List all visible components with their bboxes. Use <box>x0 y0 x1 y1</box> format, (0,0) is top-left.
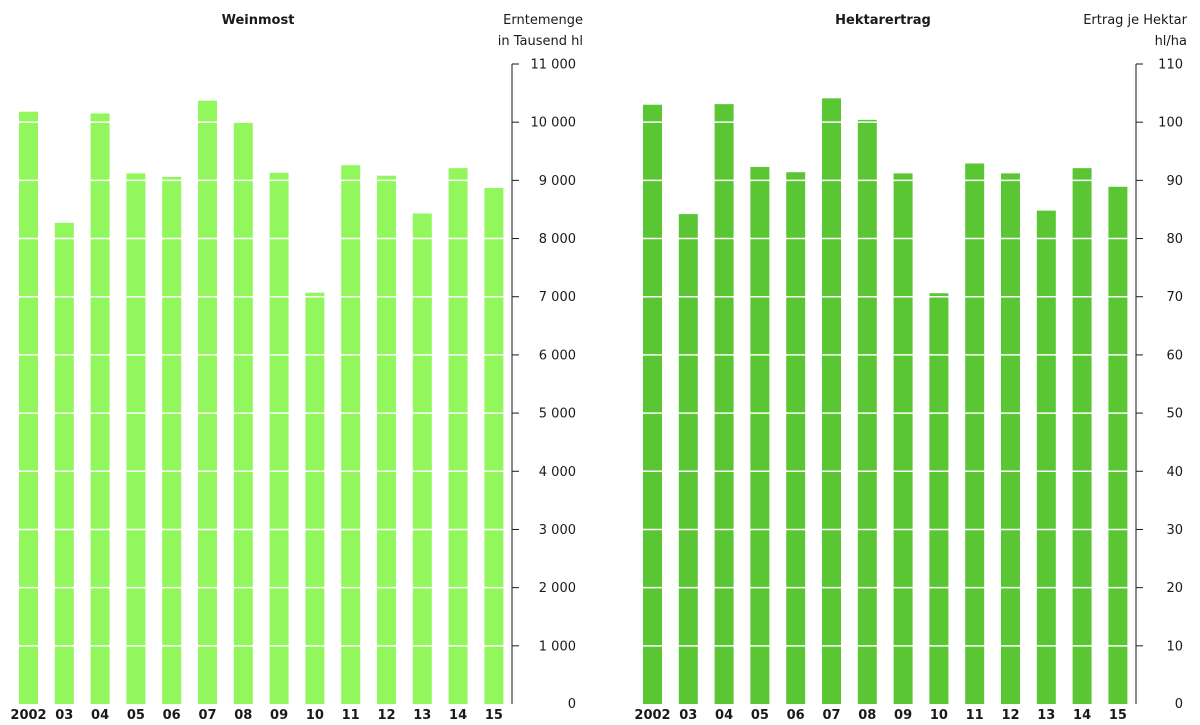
weinmost-x-label-14: 14 <box>449 708 467 723</box>
weinmost-x-label-2002: 2002 <box>10 708 46 723</box>
weinmost-x-label-15: 15 <box>485 708 503 723</box>
hektarertrag-x-label-15: 15 <box>1109 708 1127 723</box>
weinmost-x-label-08: 08 <box>234 708 252 723</box>
weinmost-x-label-09: 09 <box>270 708 288 723</box>
weinmost-bar-07 <box>198 100 217 705</box>
weinmost-y-tick-label: 3 000 <box>539 523 576 538</box>
hektarertrag-bar-07 <box>822 98 841 704</box>
hektarertrag-x-label-09: 09 <box>894 708 912 723</box>
hektarertrag-y-tick-label: 0 <box>1175 697 1183 712</box>
hektarertrag-bar-14 <box>1072 168 1092 705</box>
hektarertrag-bar-08 <box>857 119 877 704</box>
hektarertrag-x-label-07: 07 <box>822 708 840 723</box>
weinmost-x-label-13: 13 <box>413 708 431 723</box>
hektarertrag-y-tick-label: 110 <box>1158 58 1183 73</box>
weinmost-x-label-03: 03 <box>55 708 73 723</box>
hektarertrag-x-label-14: 14 <box>1073 708 1091 723</box>
weinmost-x-label-10: 10 <box>306 708 324 723</box>
weinmost-y-tick-label: 10 000 <box>531 116 577 131</box>
hektarertrag-x-label-06: 06 <box>787 708 805 723</box>
weinmost-bar-05 <box>126 173 146 704</box>
hektarertrag-unit-label: hl/ha <box>1155 34 1187 49</box>
hektarertrag-y-tick-label: 20 <box>1166 581 1183 596</box>
weinmost-y-tick-label: 8 000 <box>539 232 576 247</box>
weinmost-bar-15 <box>484 187 504 705</box>
weinmost-title: Weinmost <box>222 13 295 28</box>
hektarertrag-y-tick-label: 90 <box>1166 174 1183 189</box>
weinmost-y-tick-label: 6 000 <box>539 348 576 363</box>
weinmost-x-label-06: 06 <box>163 708 181 723</box>
weinmost-y-tick-label: 7 000 <box>539 290 576 305</box>
weinmost-x-label-11: 11 <box>342 708 360 723</box>
weinmost-y-tick-label: 11 000 <box>531 58 577 73</box>
weinmost-bar-12 <box>377 175 396 704</box>
hektarertrag-y-tick-label: 40 <box>1166 465 1183 480</box>
hektarertrag-x-label-04: 04 <box>715 708 733 723</box>
hektarertrag-x-label-05: 05 <box>751 708 769 723</box>
weinmost-y-tick-label: 2 000 <box>539 581 576 596</box>
weinmost-bar-03 <box>54 222 74 704</box>
hektarertrag-bar-03 <box>678 214 698 705</box>
hektarertrag-bar-10 <box>929 293 949 704</box>
weinmost-bar-2002 <box>19 111 38 704</box>
weinmost-y-tick-label: 5 000 <box>539 407 576 422</box>
weinmost-bar-04 <box>90 113 110 705</box>
weinmost-chart: Weinmost Erntemenge in Tausend hl 0 1 000 2 0… <box>10 13 583 723</box>
hektarertrag-bar-13 <box>1036 210 1056 705</box>
weinmost-bar-13 <box>412 213 432 704</box>
hektarertrag-bar-05 <box>750 166 770 704</box>
weinmost-unit-label: Erntemenge <box>503 13 583 28</box>
weinmost-bar-11 <box>341 165 361 705</box>
weinmost-y-tick-label: 0 <box>568 697 576 712</box>
hektarertrag-bar-15 <box>1108 186 1128 704</box>
hektarertrag-unit-label: Ertrag je Hektar <box>1083 13 1187 28</box>
weinmost-bar-10 <box>305 292 325 704</box>
hektarertrag-bar-06 <box>786 172 806 704</box>
weinmost-x-label-05: 05 <box>127 708 145 723</box>
weinmost-bar-09 <box>269 172 289 705</box>
weinmost-bar-06 <box>162 176 182 704</box>
hektarertrag-bar-2002 <box>643 104 662 704</box>
weinmost-y-tick-label: 9 000 <box>539 174 576 189</box>
hektarertrag-chart: Hektarertrag Ertrag je Hektar hl/ha 0 10 20 30… <box>634 13 1187 723</box>
weinmost-x-label-07: 07 <box>198 708 216 723</box>
hektarertrag-bar-04 <box>714 104 734 705</box>
hektarertrag-x-label-13: 13 <box>1037 708 1055 723</box>
hektarertrag-x-label-10: 10 <box>930 708 948 723</box>
hektarertrag-x-label-08: 08 <box>858 708 876 723</box>
hektarertrag-y-tick-label: 10 <box>1166 639 1183 654</box>
hektarertrag-y-tick-label: 70 <box>1166 290 1183 305</box>
hektarertrag-bar-09 <box>893 173 913 704</box>
hektarertrag-x-label-2002: 2002 <box>634 708 670 723</box>
hektarertrag-y-tick-label: 30 <box>1166 523 1183 538</box>
hektarertrag-bar-12 <box>1001 173 1020 704</box>
weinmost-bar-14 <box>448 168 468 705</box>
hektarertrag-x-label-12: 12 <box>1001 708 1019 723</box>
hektarertrag-y-tick-label: 100 <box>1158 116 1183 131</box>
hektarertrag-title: Hektarertrag <box>835 13 931 28</box>
hektarertrag-bar-11 <box>965 163 985 704</box>
weinmost-y-tick-label: 1 000 <box>539 639 576 654</box>
hektarertrag-y-tick-label: 80 <box>1166 232 1183 247</box>
weinmost-unit-label: in Tausend hl <box>498 34 583 49</box>
hektarertrag-x-label-03: 03 <box>679 708 697 723</box>
weinmost-y-tick-label: 4 000 <box>539 465 576 480</box>
weinmost-x-label-04: 04 <box>91 708 109 723</box>
hektarertrag-y-tick-label: 50 <box>1166 407 1183 422</box>
hektarertrag-y-tick-label: 60 <box>1166 348 1183 363</box>
weinmost-x-label-12: 12 <box>377 708 395 723</box>
hektarertrag-x-label-11: 11 <box>966 708 984 723</box>
